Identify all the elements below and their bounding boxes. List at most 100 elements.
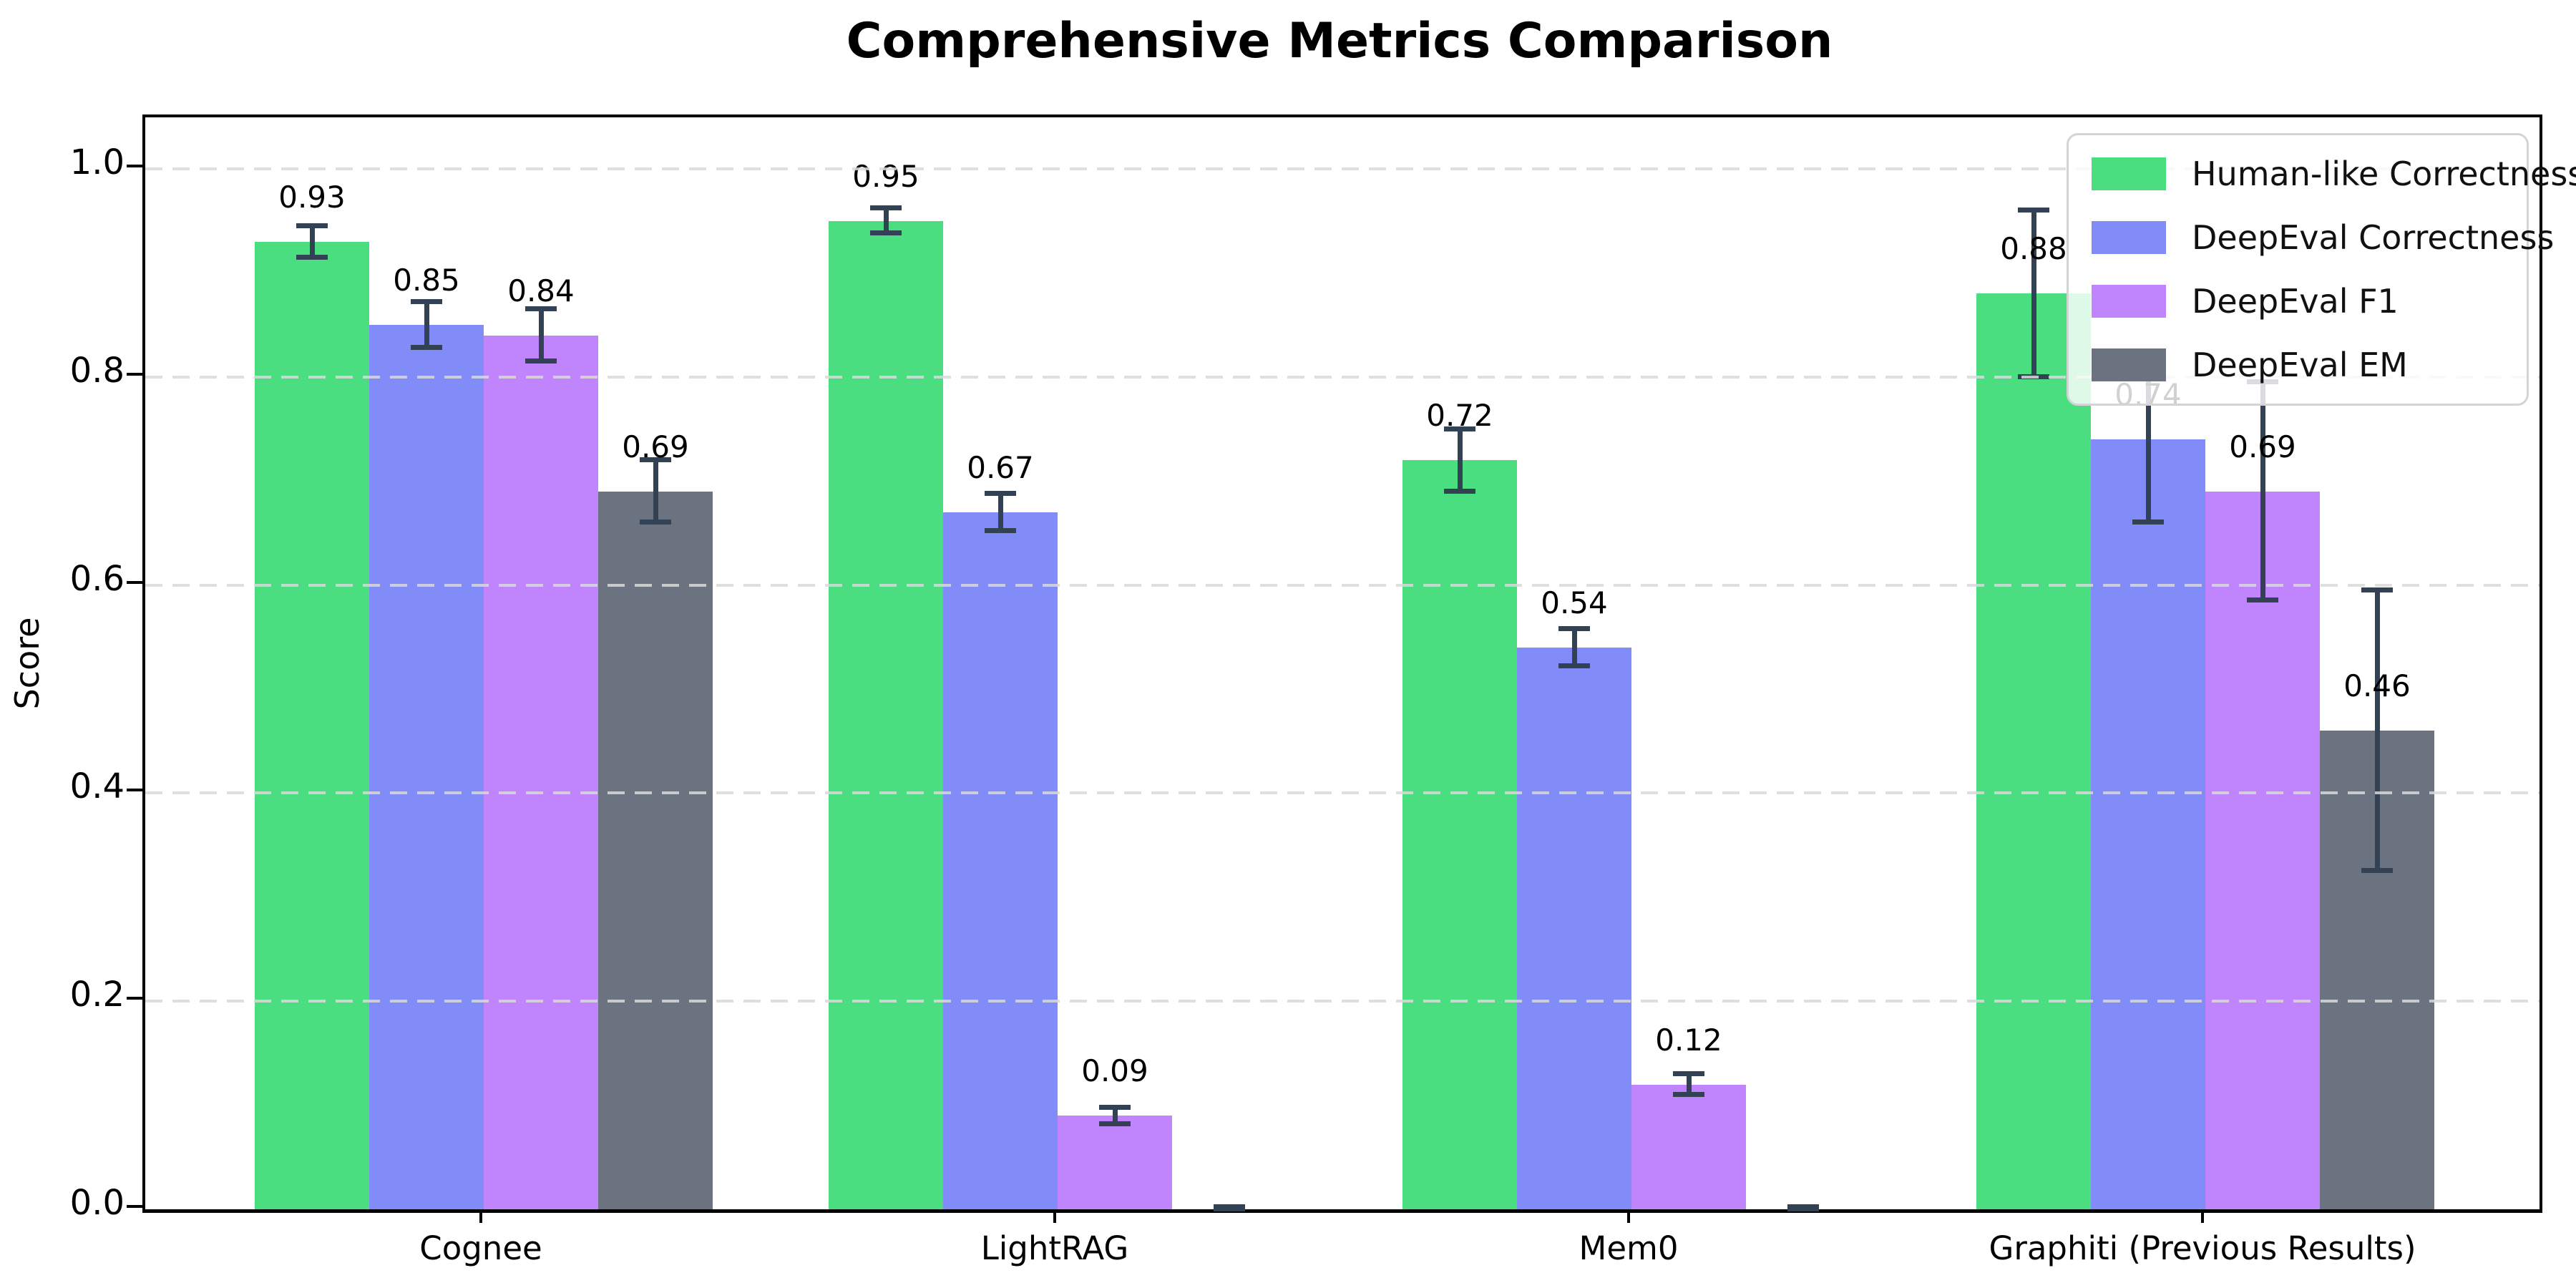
gridline-0.2	[145, 1000, 2540, 1003]
error-cap-top	[525, 306, 557, 312]
x-tick-mark-0	[479, 1210, 482, 1223]
y-tick-label-1.0: 1.0	[69, 142, 125, 182]
error-cap-bottom	[640, 519, 671, 525]
bar-human-like-correctness-0	[255, 242, 369, 1209]
error-cap-bottom	[1099, 1121, 1131, 1126]
error-bar	[1687, 1073, 1692, 1096]
y-tick-mark-0.8	[127, 372, 142, 376]
bar-value-label: 0.67	[967, 450, 1034, 485]
legend-swatch	[2092, 284, 2166, 318]
error-bar	[653, 460, 658, 523]
gridline-0.8	[145, 375, 2540, 379]
error-cap-top	[2018, 208, 2049, 213]
y-tick-label-0.0: 0.0	[69, 1183, 125, 1223]
bar-deepeval-f1-2	[1631, 1085, 1746, 1209]
x-category-label: Cognee	[419, 1229, 542, 1267]
error-bar	[2146, 356, 2151, 523]
error-cap-top	[1444, 426, 1475, 431]
legend-label: Human-like Correctness	[2192, 155, 2576, 194]
error-cap-bottom	[870, 230, 902, 236]
bar-value-label: 0.69	[2229, 429, 2296, 464]
error-cap-bottom	[296, 254, 328, 260]
error-bar	[998, 493, 1003, 531]
error-bar	[884, 208, 889, 234]
bar-value-label: 0.88	[2000, 231, 2067, 266]
bar-value-label: 0.95	[852, 159, 919, 194]
error-cap-bottom	[1214, 1206, 1245, 1211]
error-bar	[1572, 628, 1577, 667]
y-tick-mark-0.2	[127, 997, 142, 1000]
gridline-0.6	[145, 583, 2540, 587]
y-tick-label-0.8: 0.8	[69, 350, 125, 391]
bar-value-label: 0.85	[393, 263, 460, 298]
x-tick-mark-2	[1627, 1210, 1630, 1223]
legend-item-human-like-correctness: Human-like Correctness	[2069, 155, 2576, 193]
bar-deepeval-correctness-1	[943, 512, 1058, 1209]
legend-swatch	[2092, 348, 2166, 381]
y-tick-label-0.6: 0.6	[69, 558, 125, 599]
error-cap-top	[2361, 587, 2393, 592]
error-cap-bottom	[411, 345, 442, 351]
chart-title: Comprehensive Metrics Comparison	[846, 13, 1833, 69]
error-cap-top	[1673, 1070, 1704, 1076]
bar-human-like-correctness-1	[829, 221, 943, 1209]
bar-value-label: 0.46	[2343, 668, 2411, 703]
gridline-1.0	[145, 167, 2540, 170]
y-axis-title: Score	[8, 617, 47, 710]
error-cap-bottom	[1558, 663, 1590, 669]
legend-swatch	[2092, 221, 2166, 255]
error-cap-bottom	[2247, 597, 2278, 603]
legend-swatch	[2092, 157, 2166, 191]
y-tick-mark-1.0	[127, 165, 142, 167]
error-cap-top	[870, 205, 902, 211]
y-tick-mark-0.4	[127, 789, 142, 792]
error-cap-top	[1099, 1104, 1131, 1110]
legend-label: DeepEval EM	[2192, 345, 2408, 384]
error-cap-top	[411, 299, 442, 305]
x-category-label: LightRAG	[980, 1229, 1129, 1267]
bar-deepeval-correctness-2	[1517, 648, 1631, 1209]
x-tick-mark-3	[2201, 1210, 2204, 1223]
error-cap-top	[1558, 625, 1590, 631]
bar-deepeval-f1-1	[1058, 1116, 1172, 1209]
error-cap-top	[296, 223, 328, 228]
error-bar	[1113, 1107, 1118, 1124]
y-tick-mark-0.0	[127, 1205, 142, 1208]
bar-value-label: 0.72	[1426, 398, 1493, 433]
bar-deepeval-f1-3	[2205, 492, 2320, 1209]
error-bar	[2375, 590, 2380, 872]
bar-value-label: 0.09	[1081, 1053, 1148, 1088]
error-bar	[2260, 382, 2265, 601]
error-bar	[1458, 429, 1463, 492]
error-cap-bottom	[985, 528, 1016, 533]
bar-deepeval-correctness-0	[369, 325, 484, 1209]
bar-value-label: 0.54	[1541, 585, 1608, 620]
error-cap-top	[640, 457, 671, 463]
error-cap-top	[985, 490, 1016, 496]
legend-item-deepeval-correctness: DeepEval Correctness	[2069, 218, 2554, 257]
legend: Human-like Correctness DeepEval Correctne…	[2067, 133, 2576, 406]
bar-value-label: 0.12	[1655, 1023, 1722, 1058]
y-tick-mark-0.6	[127, 580, 142, 584]
error-cap-bottom	[1444, 488, 1475, 494]
legend-item-deepeval-em: DeepEval EM	[2069, 346, 2527, 384]
legend-label: DeepEval Correctness	[2192, 218, 2555, 258]
bar-value-label: 0.69	[622, 429, 689, 464]
error-cap-bottom	[525, 358, 557, 364]
bar-deepeval-f1-0	[484, 336, 598, 1209]
error-cap-bottom	[2132, 519, 2164, 525]
error-cap-bottom	[1787, 1206, 1819, 1211]
y-tick-label-0.4: 0.4	[69, 766, 125, 807]
error-bar	[424, 302, 429, 348]
legend-item-deepeval-f1: DeepEval F1	[2069, 282, 2527, 321]
bar-human-like-correctness-3	[1976, 293, 2091, 1209]
error-bar	[310, 225, 315, 258]
error-bar	[2031, 210, 2036, 377]
error-cap-bottom	[1673, 1092, 1704, 1098]
x-category-label: Graphiti (Previous Results)	[1989, 1229, 2416, 1267]
error-bar	[539, 309, 544, 361]
bar-deepeval-em-0	[598, 492, 713, 1209]
legend-label: DeepEval F1	[2192, 281, 2399, 321]
bar-deepeval-correctness-3	[2091, 439, 2205, 1209]
